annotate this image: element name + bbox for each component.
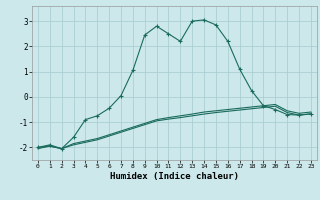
X-axis label: Humidex (Indice chaleur): Humidex (Indice chaleur) [110, 172, 239, 181]
